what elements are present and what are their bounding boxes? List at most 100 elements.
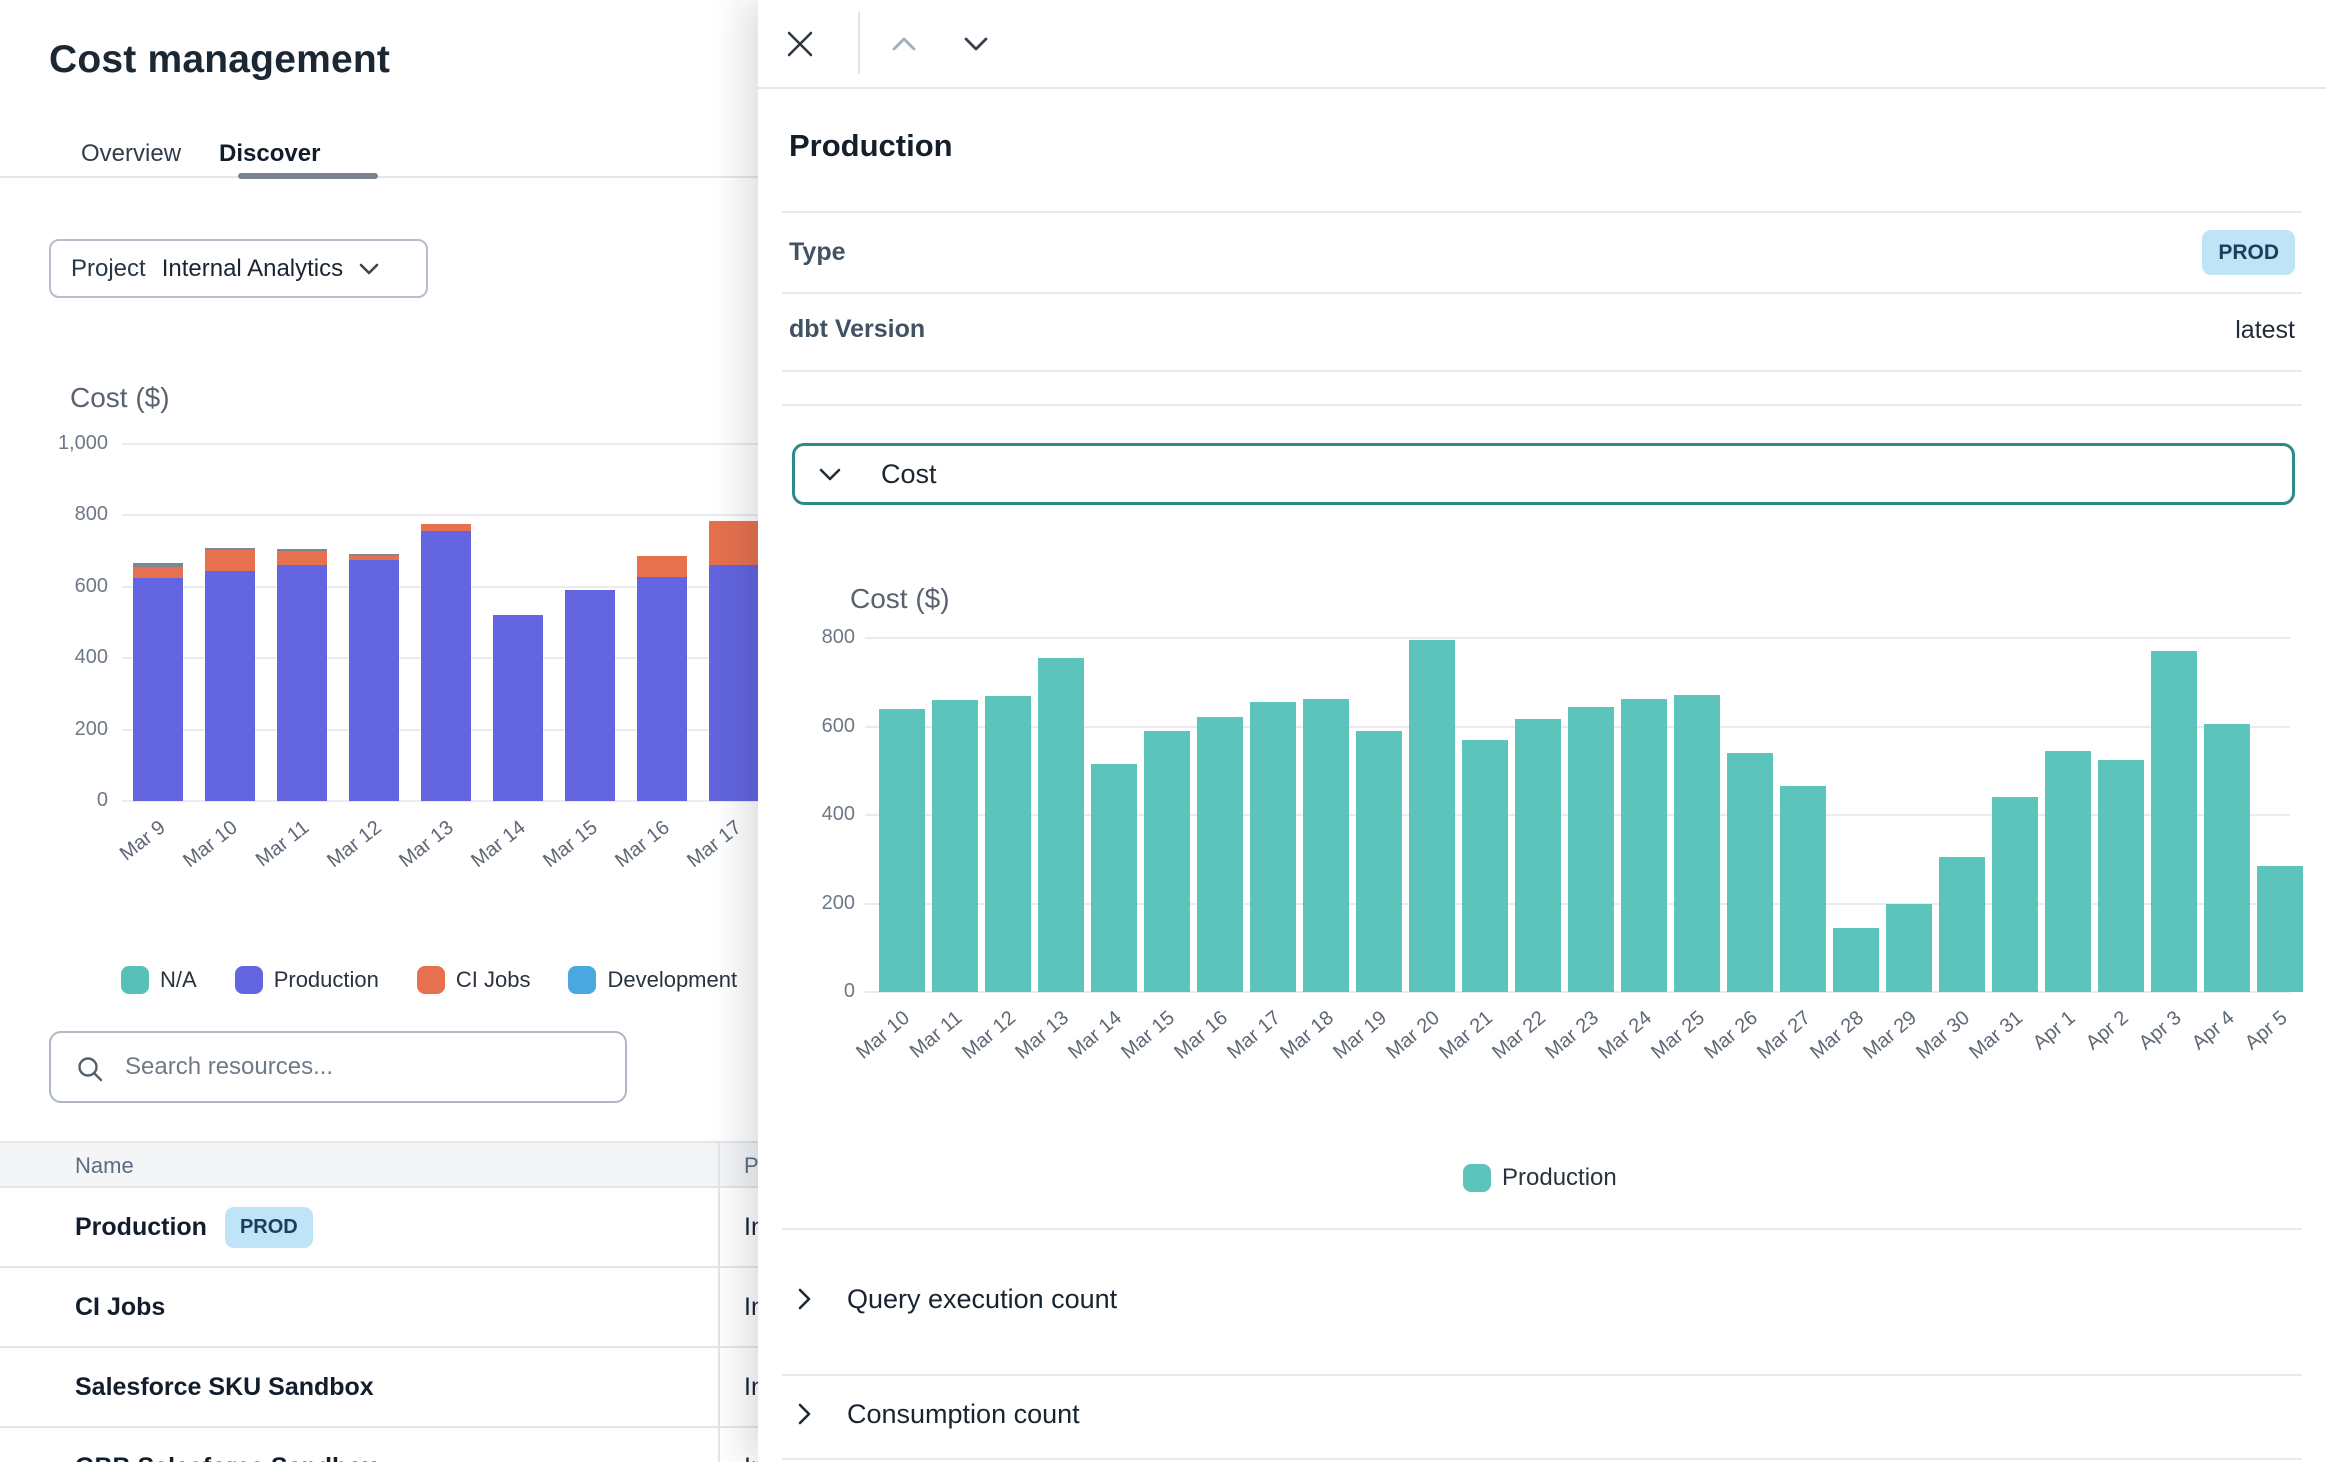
gridline	[122, 514, 758, 517]
chevron-down-icon	[819, 468, 841, 480]
x-tick-label: Mar 31	[1964, 1006, 2027, 1064]
bar-mar-29-production[interactable]	[1886, 903, 1932, 992]
left-chart-legend: N/A Production CI Jobs Development	[121, 966, 737, 994]
legend-swatch	[1463, 1164, 1491, 1192]
section-cost-toggle[interactable]: Cost	[792, 443, 2295, 505]
bar-mar-26-production[interactable]	[1727, 753, 1773, 992]
bar-mar-16-production[interactable]	[637, 576, 687, 801]
bar-mar-10-ci-jobs[interactable]	[205, 550, 255, 571]
y-tick-label: 400	[74, 646, 108, 669]
close-button[interactable]	[778, 22, 822, 66]
table-row-ci-jobs[interactable]: CI Jobs In	[0, 1268, 758, 1348]
bar-apr-4-production[interactable]	[2204, 724, 2250, 992]
legend-item-development[interactable]: Development	[568, 966, 737, 994]
previous-item-button[interactable]	[882, 22, 926, 66]
table-row-gbb-salesforce-sandbox[interactable]: GBB Salesforce Sandbox In	[0, 1428, 758, 1462]
bar-mar-15-production[interactable]	[565, 589, 615, 801]
bar-mar-11-other[interactable]	[277, 549, 327, 552]
x-tick-label: Mar 22	[1487, 1006, 1550, 1064]
bar-mar-20-production[interactable]	[1409, 640, 1455, 992]
bar-apr-3-production[interactable]	[2151, 651, 2197, 992]
bar-mar-21-production[interactable]	[1462, 739, 1508, 992]
bar-mar-15-production[interactable]	[1144, 730, 1190, 992]
section-query-execution-count-toggle[interactable]: Query execution count	[758, 1262, 2326, 1336]
chevron-up-icon	[892, 37, 916, 51]
bar-mar-14-production[interactable]	[493, 615, 543, 801]
bar-mar-30-production[interactable]	[1939, 857, 1985, 992]
bar-mar-11-ci-jobs[interactable]	[277, 551, 327, 566]
x-tick-label: Apr 2	[2081, 1006, 2133, 1055]
bar-mar-9-ci-jobs[interactable]	[133, 567, 183, 578]
legend-item-production[interactable]: Production	[1463, 1164, 1617, 1192]
bar-mar-14-production[interactable]	[1091, 764, 1137, 992]
field-value-dbt-version: latest	[2235, 316, 2295, 344]
divider	[782, 1228, 2302, 1230]
next-item-button[interactable]	[954, 22, 998, 66]
legend-item-production[interactable]: Production	[234, 966, 379, 994]
x-tick-label: Mar 18	[1275, 1006, 1338, 1064]
bar-mar-9-other[interactable]	[133, 562, 183, 568]
tab-bar: Overview Discover	[62, 138, 339, 178]
active-tab-underline	[238, 173, 378, 179]
section-consumption-count-toggle[interactable]: Consumption count	[758, 1377, 2326, 1451]
table-row-salesforce-sku-sandbox[interactable]: Salesforce SKU Sandbox In	[0, 1348, 758, 1428]
bar-mar-9-production[interactable]	[133, 577, 183, 801]
bar-mar-13-ci-jobs[interactable]	[421, 524, 471, 532]
panel-header	[758, 0, 2326, 89]
bar-mar-27-production[interactable]	[1780, 786, 1826, 992]
bar-mar-10-other[interactable]	[205, 548, 255, 551]
close-icon	[787, 31, 813, 57]
bar-mar-18-production[interactable]	[1303, 698, 1349, 992]
bar-mar-13-production[interactable]	[421, 531, 471, 801]
panel-chart-title: Cost ($)	[850, 583, 950, 614]
bar-mar-17-ci-jobs[interactable]	[709, 521, 758, 566]
bar-mar-28-production[interactable]	[1833, 927, 1879, 992]
panel-title: Production	[789, 128, 953, 163]
bar-mar-12-production[interactable]	[985, 696, 1031, 992]
bar-apr-5-production[interactable]	[2257, 865, 2303, 992]
bar-mar-12-other[interactable]	[349, 554, 399, 557]
resource-detail-panel: Production Type PROD dbt Version latest …	[758, 0, 2326, 1462]
bar-apr-1-production[interactable]	[2045, 750, 2091, 992]
bar-mar-24-production[interactable]	[1621, 698, 1667, 992]
tab-overview[interactable]: Overview	[81, 140, 182, 167]
bar-mar-12-ci-jobs[interactable]	[349, 556, 399, 561]
bar-mar-31-production[interactable]	[1992, 797, 2038, 992]
bar-apr-2-production[interactable]	[2098, 759, 2144, 992]
bar-mar-13-production[interactable]	[1038, 657, 1084, 992]
legend-item-n-a[interactable]: N/A	[121, 966, 197, 994]
bar-mar-16-production[interactable]	[1197, 716, 1243, 992]
legend-label: Production	[273, 967, 379, 992]
bar-mar-17-production[interactable]	[1250, 702, 1296, 992]
bar-mar-23-production[interactable]	[1568, 706, 1614, 992]
column-header-project: P	[744, 1153, 758, 1178]
bar-mar-11-production[interactable]	[932, 699, 978, 992]
bar-mar-12-production[interactable]	[349, 560, 399, 801]
x-tick-label: Mar 26	[1699, 1006, 1762, 1064]
project-filter-dropdown[interactable]: Project Internal Analytics	[49, 239, 428, 298]
search-box	[49, 1031, 627, 1103]
x-tick-label: Apr 1	[2028, 1006, 2080, 1055]
bar-mar-10-production[interactable]	[879, 708, 925, 992]
gridline	[122, 800, 758, 802]
table-column-divider	[718, 1141, 720, 1462]
bar-mar-11-production[interactable]	[277, 565, 327, 801]
section-consumption-label: Consumption count	[847, 1398, 1080, 1429]
y-tick-label: 800	[74, 503, 108, 526]
tab-discover[interactable]: Discover	[219, 140, 321, 167]
y-tick-label: 400	[821, 803, 855, 825]
x-tick-label: Mar 25	[1646, 1006, 1709, 1064]
x-tick-label: Mar 15	[538, 816, 602, 873]
y-tick-label: 200	[821, 891, 855, 914]
bar-mar-10-production[interactable]	[205, 570, 255, 801]
search-input[interactable]	[51, 1033, 625, 1101]
bar-mar-25-production[interactable]	[1674, 694, 1720, 992]
bar-mar-19-production[interactable]	[1356, 730, 1402, 992]
cost-management-main: Cost management Overview Discover Projec…	[0, 0, 758, 1462]
bar-mar-17-production[interactable]	[709, 565, 758, 801]
table-row-production[interactable]: Production PROD In	[0, 1188, 758, 1268]
legend-item-ci-jobs[interactable]: CI Jobs	[416, 966, 530, 994]
bar-mar-16-ci-jobs[interactable]	[637, 555, 687, 577]
bar-mar-22-production[interactable]	[1515, 718, 1561, 992]
